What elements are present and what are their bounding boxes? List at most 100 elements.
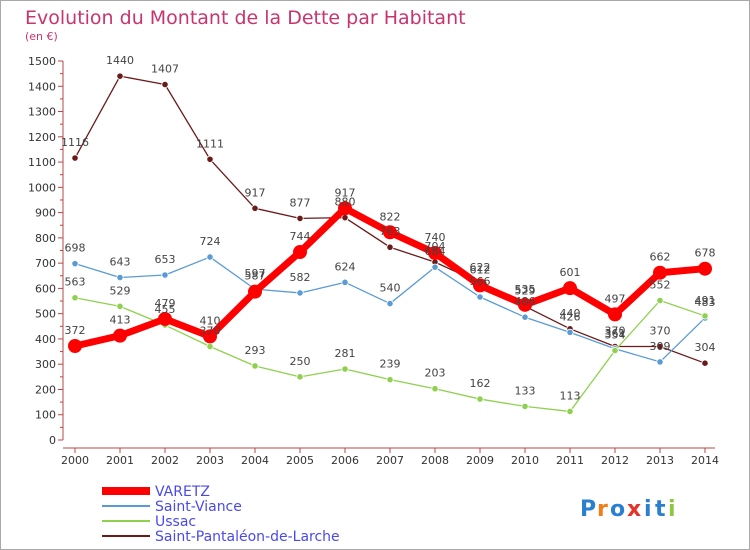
data-point <box>473 278 487 293</box>
data-point <box>476 293 484 301</box>
data-label: 162 <box>470 377 491 390</box>
y-tick-label: 1000 <box>28 181 56 194</box>
data-label: 410 <box>200 314 221 327</box>
y-tick-label: 100 <box>35 409 56 422</box>
data-point <box>701 312 709 320</box>
data-label: 479 <box>155 297 176 310</box>
data-point <box>566 407 574 416</box>
data-point <box>161 271 169 279</box>
data-point <box>71 294 79 302</box>
x-tick-label: 2013 <box>646 454 674 467</box>
x-tick-label: 2007 <box>376 454 404 467</box>
data-point <box>68 339 82 354</box>
data-label: 622 <box>470 261 491 274</box>
legend-label: Saint-Viance <box>155 499 242 515</box>
data-point <box>293 245 307 260</box>
data-label: 740 <box>425 231 446 244</box>
data-label: 372 <box>65 324 86 337</box>
x-tick-label: 2012 <box>601 454 629 467</box>
data-label: 563 <box>65 276 86 289</box>
y-tick-label: 1200 <box>28 131 56 144</box>
y-tick-label: 700 <box>35 257 56 270</box>
y-tick-label: 600 <box>35 282 56 295</box>
series-ussac <box>71 294 709 416</box>
x-tick-label: 2008 <box>421 454 449 467</box>
logo-letter: t <box>655 497 666 522</box>
data-point <box>341 365 349 373</box>
data-label: 250 <box>290 355 311 368</box>
data-label: 612 <box>470 263 491 276</box>
y-tick-label: 400 <box>35 333 56 346</box>
data-point <box>251 204 259 212</box>
logo-letter: i <box>644 497 652 522</box>
data-label: 552 <box>650 279 671 292</box>
data-label: 497 <box>605 292 626 305</box>
data-point <box>338 201 352 216</box>
y-tick-label: 1500 <box>28 55 56 68</box>
data-label: 1116 <box>61 136 89 149</box>
data-point <box>656 358 664 366</box>
data-label: 653 <box>155 253 176 266</box>
data-point <box>158 311 172 326</box>
y-tick-label: 1400 <box>28 80 56 93</box>
legend: VARETZSaint-VianceUssacSaint-Pantaléon-d… <box>102 484 340 545</box>
data-label: 440 <box>560 307 581 320</box>
y-tick-label: 1300 <box>28 106 56 119</box>
data-label: 304 <box>695 341 716 354</box>
data-point <box>656 342 664 351</box>
data-label: 535 <box>515 283 536 296</box>
data-label: 566 <box>470 275 491 288</box>
data-point <box>518 297 532 312</box>
data-point <box>203 329 217 344</box>
data-point <box>566 328 574 336</box>
data-point <box>476 395 484 403</box>
data-label: 529 <box>110 284 131 297</box>
data-point <box>71 154 79 162</box>
series-layer <box>68 72 712 416</box>
x-tick-label: 2005 <box>286 454 314 467</box>
data-point <box>248 284 262 299</box>
logo-letter: i <box>668 497 676 522</box>
x-tick-label: 2011 <box>556 454 584 467</box>
data-point <box>608 307 622 322</box>
data-label: 540 <box>380 282 401 295</box>
data-label: 601 <box>560 266 581 279</box>
x-tick-label: 2010 <box>511 454 539 467</box>
x-tick-label: 2002 <box>151 454 179 467</box>
data-label: 698 <box>65 242 86 255</box>
data-point <box>386 376 394 384</box>
data-label: 587 <box>245 270 266 283</box>
data-point <box>383 225 397 240</box>
data-label: 1111 <box>196 137 224 150</box>
data-label: 281 <box>335 347 356 360</box>
data-label: 763 <box>380 225 401 238</box>
y-tick-label: 1100 <box>28 156 56 169</box>
data-label: 880 <box>335 196 356 209</box>
x-tick-label: 2006 <box>331 454 359 467</box>
data-label: 529 <box>515 284 536 297</box>
chart-subtitle: (en €) <box>25 30 58 43</box>
data-label: 917 <box>335 186 356 199</box>
data-label: 309 <box>650 340 671 353</box>
data-point <box>653 265 667 280</box>
y-tick-label: 900 <box>35 207 56 220</box>
data-label: 704 <box>425 240 446 253</box>
data-point <box>698 261 712 276</box>
legend-label: VARETZ <box>155 484 210 500</box>
data-labels-layer: 372 413 479 410 587 744 917 822 740 612 535 601 497 6… <box>61 54 716 402</box>
data-point <box>341 214 349 222</box>
y-tick-label: 0 <box>49 434 56 447</box>
data-label: 684 <box>425 245 446 258</box>
data-point <box>206 155 214 163</box>
data-point <box>251 362 259 370</box>
logo-letter: r <box>597 497 608 522</box>
data-label: 113 <box>560 389 581 402</box>
data-label: 133 <box>515 384 536 397</box>
data-point <box>116 72 124 80</box>
data-point <box>521 402 529 410</box>
data-point <box>206 342 214 351</box>
logo-letter: x <box>627 497 641 522</box>
legend-label: Saint-Pantaléon-de-Larche <box>155 529 340 545</box>
data-point <box>116 273 124 282</box>
